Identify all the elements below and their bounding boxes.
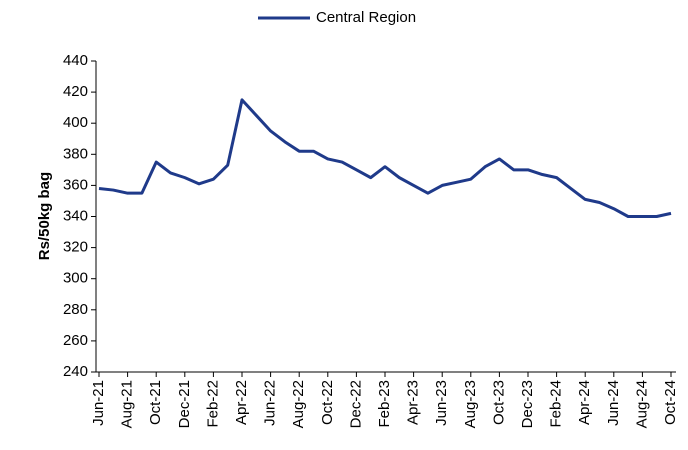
x-tick-label: Oct-24 <box>662 380 679 425</box>
y-tick-label: 300 <box>63 270 88 287</box>
y-tick-label: 260 <box>63 332 88 349</box>
y-tick-label: 440 <box>63 52 88 69</box>
x-tick-label: Jun-23 <box>433 380 450 426</box>
y-tick-label: 240 <box>63 363 88 380</box>
x-tick-label: Aug-22 <box>290 380 307 428</box>
x-tick-label: Aug-21 <box>119 380 136 428</box>
x-tick-label: Aug-23 <box>462 380 479 428</box>
y-axis-label: Rs/50kg bag <box>36 172 53 260</box>
x-tick-label: Feb-22 <box>204 380 221 428</box>
y-tick-label: 340 <box>63 207 88 224</box>
x-tick-label: Oct-21 <box>147 380 164 425</box>
y-tick-label: 380 <box>63 145 88 162</box>
x-tick-label: Oct-23 <box>490 380 507 425</box>
x-tick-label: Feb-23 <box>376 380 393 428</box>
y-tick-label: 320 <box>63 239 88 256</box>
y-tick-label: 360 <box>63 176 88 193</box>
y-tick-label: 420 <box>63 83 88 100</box>
x-tick-label: Dec-23 <box>519 380 536 428</box>
x-tick-label: Oct-22 <box>319 380 336 425</box>
x-tick-label: Apr-24 <box>576 380 593 425</box>
x-tick-label: Jun-22 <box>262 380 279 426</box>
y-tick-label: 280 <box>63 301 88 318</box>
x-tick-label: Apr-22 <box>233 380 250 425</box>
x-tick-label: Dec-22 <box>347 380 364 428</box>
series-line <box>98 98 672 218</box>
x-tick-label: Aug-24 <box>633 380 650 428</box>
legend-label: Central Region <box>316 9 416 26</box>
x-tick-label: Feb-24 <box>548 380 565 428</box>
x-tick-label: Apr-23 <box>405 380 422 425</box>
y-tick-label: 400 <box>63 114 88 131</box>
x-tick-label: Dec-21 <box>176 380 193 428</box>
x-tick-label: Jun-24 <box>605 380 622 426</box>
x-tick-label: Jun-21 <box>90 380 107 426</box>
